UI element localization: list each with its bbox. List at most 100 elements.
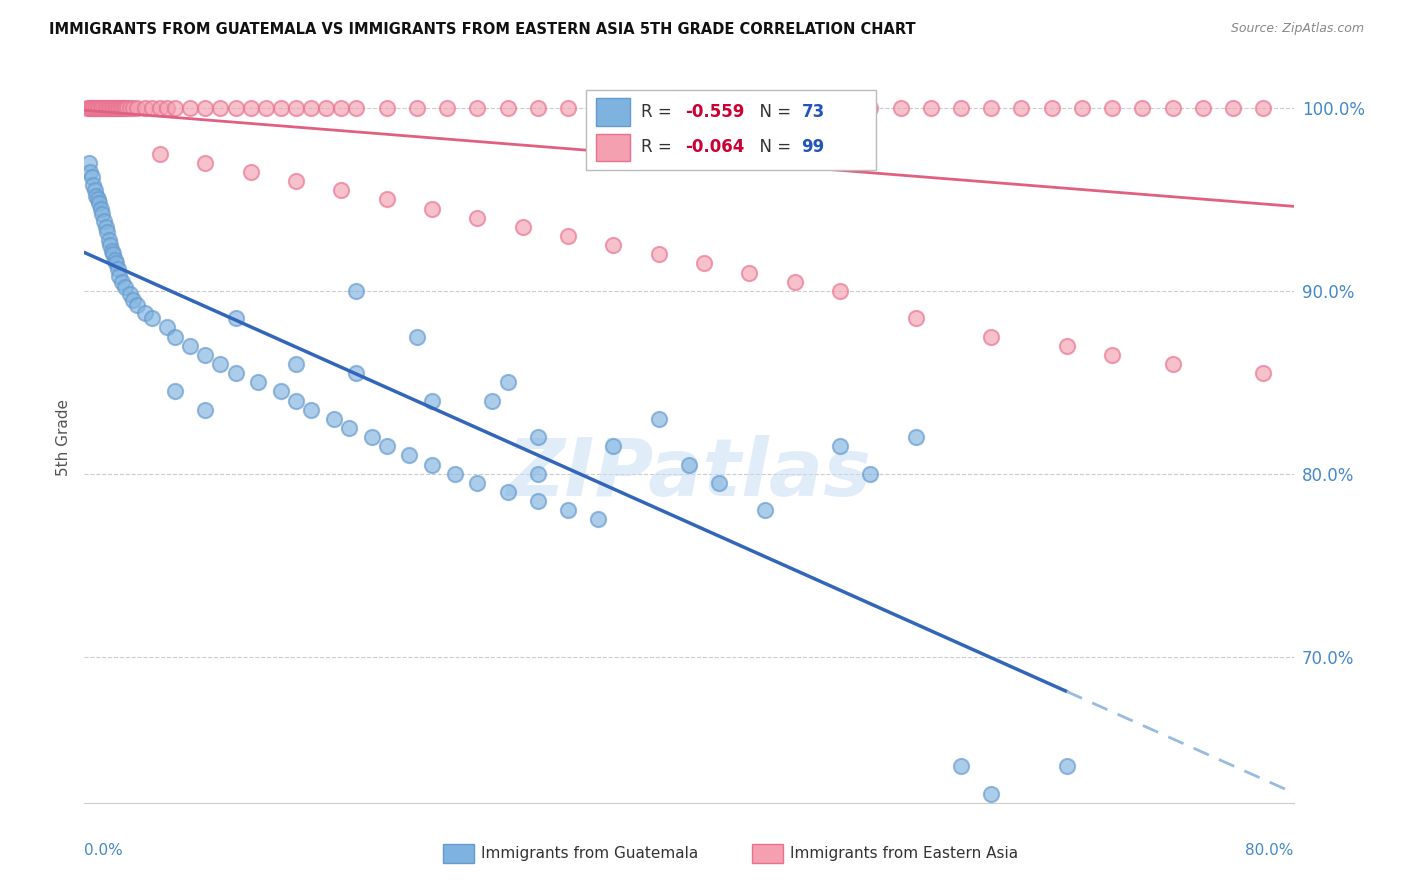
Point xyxy=(346,366,368,380)
Point xyxy=(254,101,277,115)
Point xyxy=(127,298,149,312)
Point xyxy=(165,384,187,399)
Point xyxy=(89,196,111,211)
Point xyxy=(111,275,134,289)
Point xyxy=(165,329,187,343)
Point xyxy=(375,193,398,207)
Point xyxy=(602,238,624,252)
Point xyxy=(247,375,270,389)
Point xyxy=(96,225,118,239)
Point xyxy=(406,101,429,115)
Point xyxy=(114,280,136,294)
Point xyxy=(270,101,292,115)
Point xyxy=(101,247,124,261)
Point xyxy=(194,402,217,417)
Point xyxy=(121,101,143,115)
Point xyxy=(107,101,129,115)
Point xyxy=(79,165,101,179)
Point xyxy=(496,101,519,115)
Point xyxy=(115,101,138,115)
Point xyxy=(82,178,104,192)
Point xyxy=(110,101,132,115)
Point xyxy=(738,266,761,280)
Point xyxy=(285,393,308,408)
Point xyxy=(467,211,489,225)
Point xyxy=(481,393,503,408)
Point xyxy=(179,101,201,115)
Point xyxy=(527,101,550,115)
Text: N =: N = xyxy=(749,138,797,156)
Point xyxy=(118,101,141,115)
Point xyxy=(107,261,129,276)
Point xyxy=(346,101,368,115)
Point xyxy=(950,101,973,115)
Point xyxy=(420,202,443,216)
Point xyxy=(194,348,217,362)
Point xyxy=(86,188,108,202)
Text: 73: 73 xyxy=(801,103,825,121)
Point xyxy=(420,458,443,472)
Text: N =: N = xyxy=(749,103,797,121)
Point xyxy=(100,244,122,258)
Point xyxy=(420,393,443,408)
Point xyxy=(285,101,308,115)
Point xyxy=(299,101,322,115)
Point xyxy=(398,448,420,462)
Point xyxy=(496,485,519,500)
Point xyxy=(617,101,640,115)
Point xyxy=(1253,366,1275,380)
Point xyxy=(1132,101,1154,115)
Point xyxy=(96,101,118,115)
Point xyxy=(678,101,700,115)
FancyBboxPatch shape xyxy=(596,134,630,161)
Point xyxy=(299,402,322,417)
Point xyxy=(588,101,610,115)
Point xyxy=(557,228,579,243)
Point xyxy=(322,412,344,426)
Point xyxy=(375,439,398,453)
Point xyxy=(76,101,98,115)
Point xyxy=(1192,101,1215,115)
Point xyxy=(1101,348,1123,362)
Point xyxy=(112,101,135,115)
Point xyxy=(94,101,117,115)
Point xyxy=(91,101,114,115)
Point xyxy=(527,430,550,444)
Point xyxy=(330,183,353,197)
Point xyxy=(77,101,100,115)
Point xyxy=(557,503,579,517)
Text: Immigrants from Guatemala: Immigrants from Guatemala xyxy=(481,847,699,861)
Text: 80.0%: 80.0% xyxy=(1246,843,1294,858)
Point xyxy=(80,170,103,185)
Point xyxy=(105,256,128,270)
Point xyxy=(209,101,232,115)
Point xyxy=(890,101,912,115)
Text: -0.064: -0.064 xyxy=(685,138,745,156)
Point xyxy=(467,101,489,115)
Point xyxy=(859,101,882,115)
Point xyxy=(360,430,382,444)
Point xyxy=(114,101,136,115)
Point xyxy=(904,311,927,326)
Point xyxy=(108,101,131,115)
Point xyxy=(90,202,112,216)
Point xyxy=(980,787,1002,801)
Point xyxy=(239,101,262,115)
Point xyxy=(209,357,232,371)
Point xyxy=(82,101,104,115)
Point xyxy=(1161,101,1184,115)
Point xyxy=(678,458,700,472)
Point xyxy=(134,306,156,320)
Point xyxy=(285,357,308,371)
Point xyxy=(1101,101,1123,115)
Point xyxy=(94,219,117,234)
Point xyxy=(77,155,100,169)
Point xyxy=(443,467,465,481)
Point xyxy=(648,101,671,115)
Point xyxy=(108,269,131,284)
Point xyxy=(97,101,120,115)
Point xyxy=(156,101,179,115)
Point xyxy=(799,101,821,115)
Point xyxy=(693,256,716,270)
Point xyxy=(1011,101,1033,115)
